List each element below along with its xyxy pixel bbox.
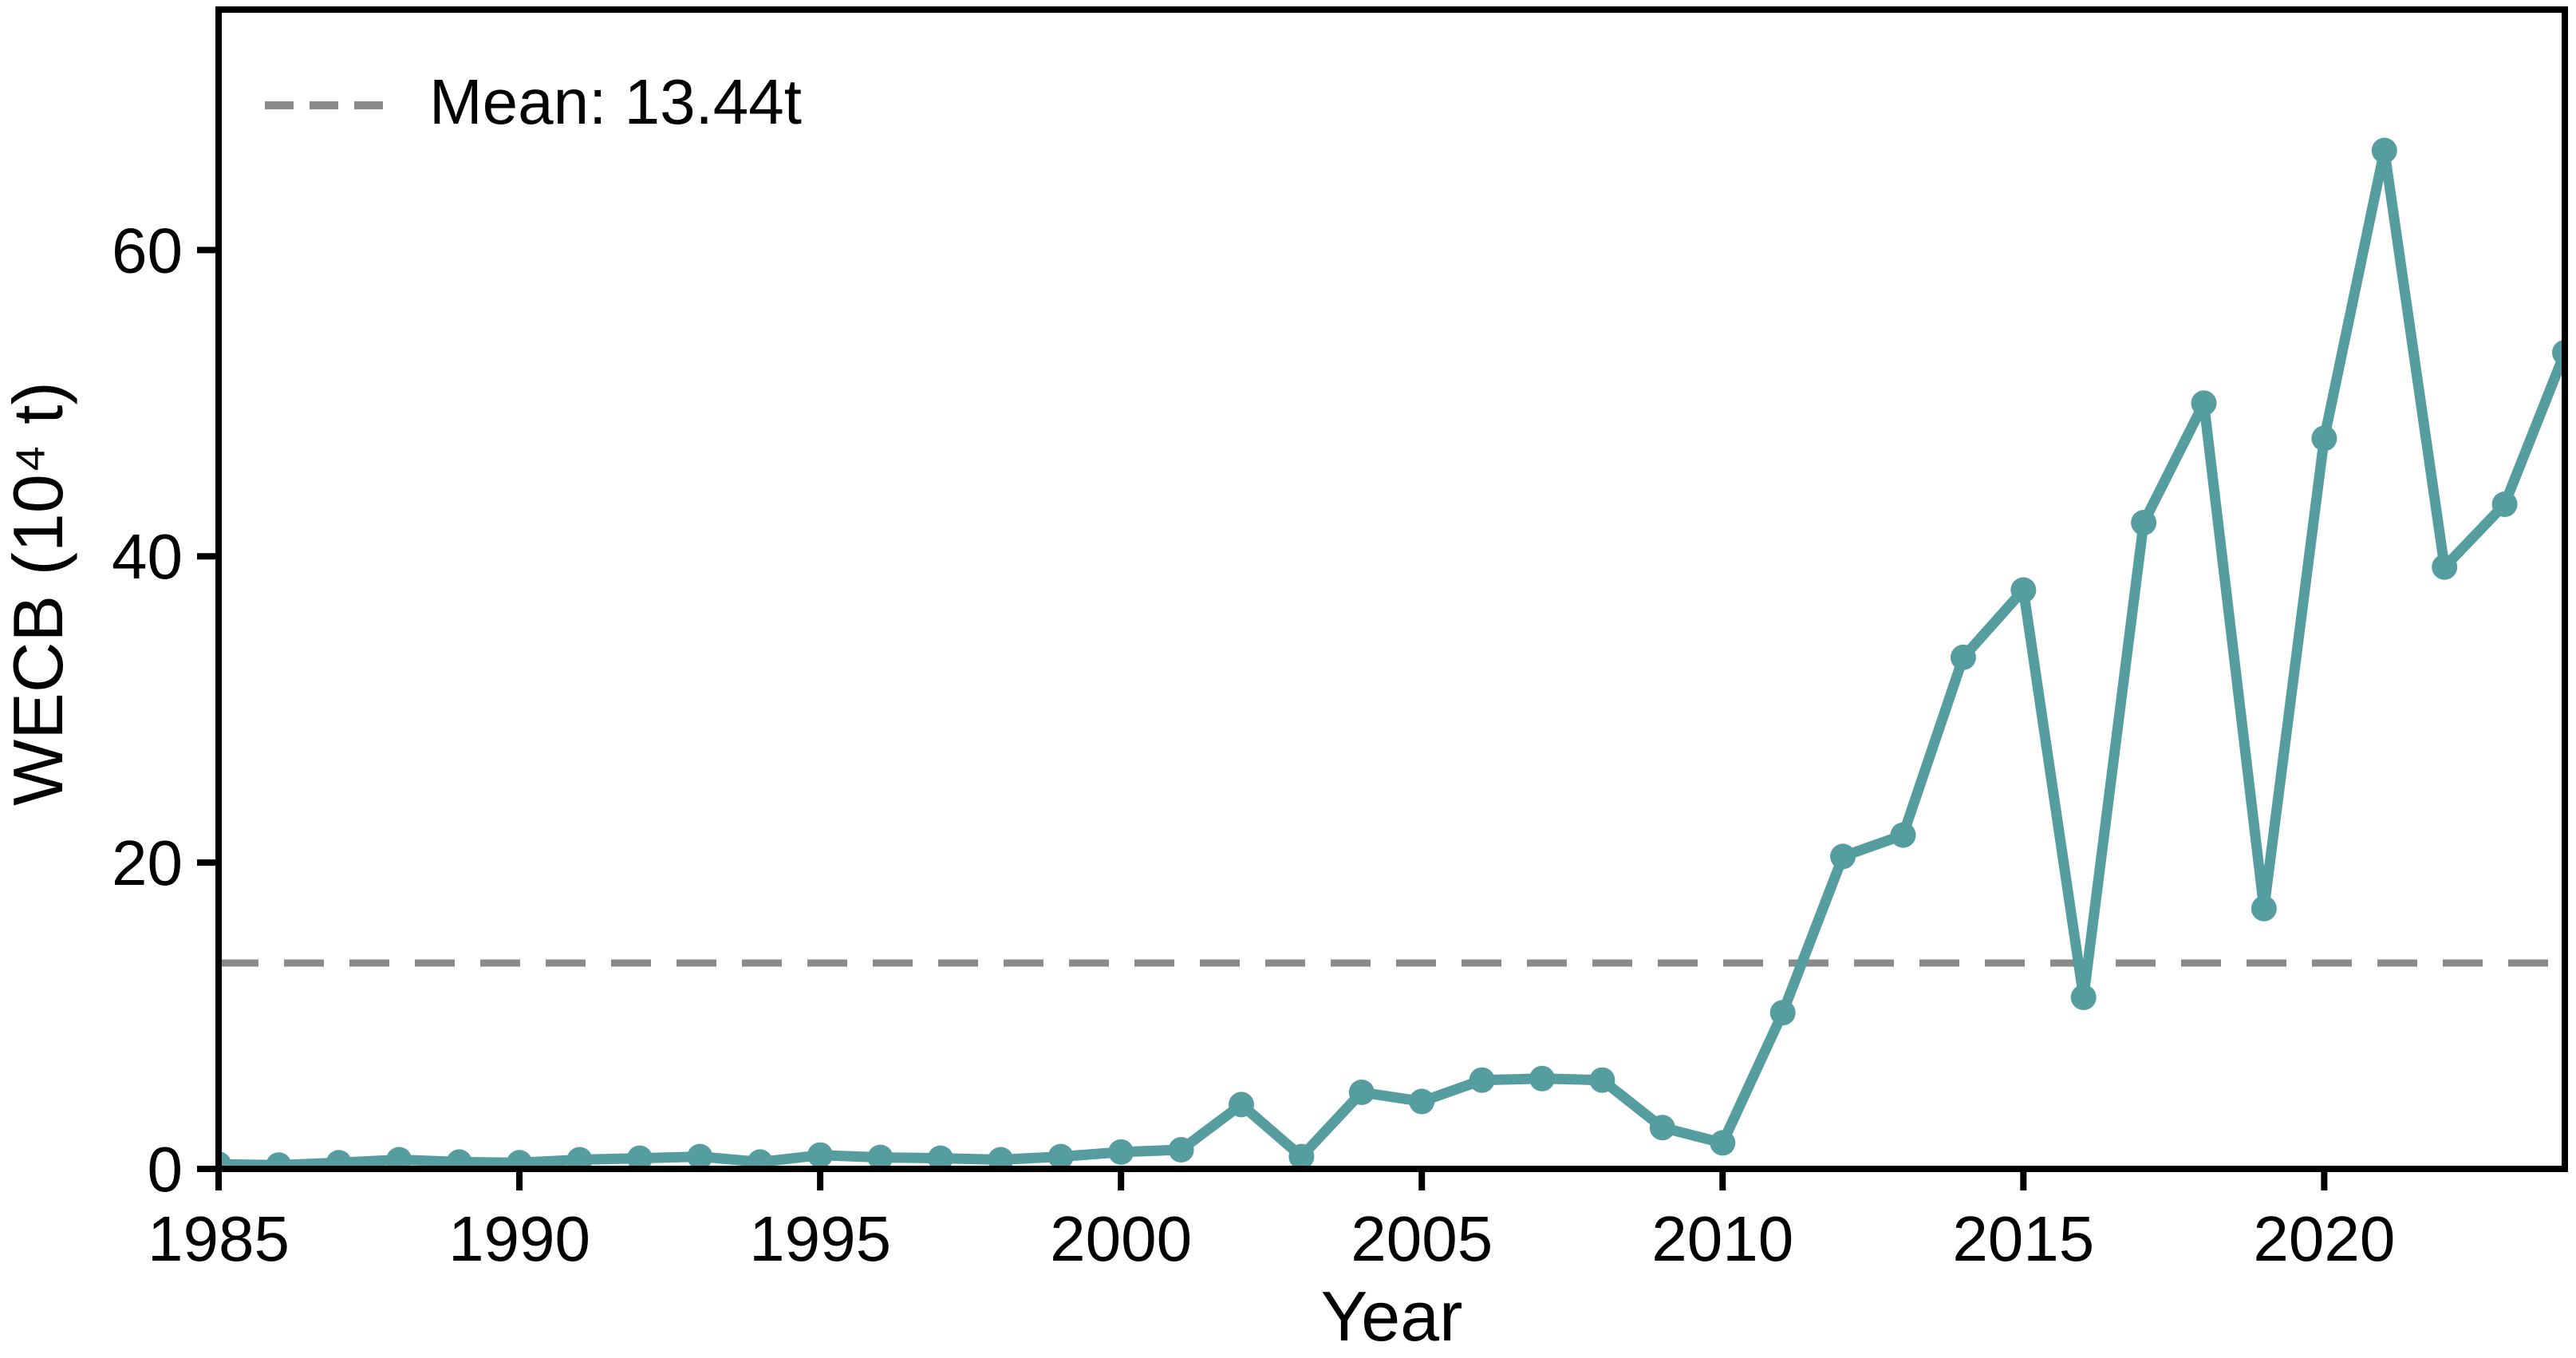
data-point — [1830, 843, 1856, 870]
data-point — [1047, 1143, 1074, 1169]
data-point — [1229, 1092, 1254, 1118]
data-point — [807, 1142, 834, 1168]
data-point — [2311, 425, 2337, 452]
x-tick-label: 2000 — [1050, 1203, 1192, 1274]
data-point — [386, 1147, 412, 1169]
data-point — [1950, 644, 1976, 670]
data-point — [1589, 1067, 1615, 1093]
data-point — [2251, 895, 2277, 922]
data-point — [2010, 577, 2037, 603]
data-point — [1529, 1065, 1555, 1092]
y-tick-label: 40 — [112, 521, 183, 592]
series-group — [219, 137, 2565, 1169]
x-tick-label: 2015 — [1952, 1203, 2094, 1274]
data-point — [446, 1149, 472, 1169]
data-point — [747, 1149, 773, 1169]
data-point — [2491, 491, 2518, 517]
data-point — [1769, 1000, 1796, 1026]
y-axis-title: WECB (10⁴ t) — [0, 381, 77, 806]
data-point — [566, 1147, 593, 1169]
data-point — [1890, 822, 1916, 848]
data-line — [219, 145, 2565, 1169]
x-tick-label: 1985 — [148, 1203, 290, 1274]
data-point — [2371, 137, 2397, 164]
data-point — [687, 1143, 713, 1169]
data-point — [1710, 1130, 1736, 1156]
y-tick-label: 20 — [112, 827, 183, 898]
data-point — [1288, 1143, 1315, 1169]
x-tick-label: 2020 — [2253, 1203, 2395, 1274]
data-point — [266, 1152, 292, 1169]
data-point — [2131, 510, 2157, 535]
plot-border — [215, 6, 2568, 1172]
x-tick-label: 1995 — [749, 1203, 891, 1274]
y-tick-label: 0 — [148, 1134, 183, 1205]
data-point — [927, 1145, 953, 1169]
x-tick-label: 1990 — [448, 1203, 590, 1274]
data-point — [1108, 1139, 1134, 1165]
data-point — [988, 1147, 1014, 1169]
y-tick-label: 60 — [112, 215, 183, 286]
data-point — [507, 1150, 533, 1169]
data-point — [1348, 1080, 1375, 1105]
data-point — [2432, 554, 2458, 580]
data-point — [1409, 1088, 1435, 1115]
data-point — [867, 1144, 894, 1169]
x-tick-label: 2005 — [1351, 1203, 1493, 1274]
data-point — [325, 1150, 352, 1169]
data-point — [626, 1145, 653, 1169]
data-point — [2070, 985, 2097, 1010]
x-axis-title: Year — [1320, 1277, 1463, 1356]
data-point — [1469, 1067, 1495, 1093]
data-point — [1168, 1137, 1194, 1163]
data-point — [1649, 1115, 1675, 1141]
x-tick-label: 2010 — [1651, 1203, 1793, 1274]
data-point — [2191, 390, 2217, 416]
